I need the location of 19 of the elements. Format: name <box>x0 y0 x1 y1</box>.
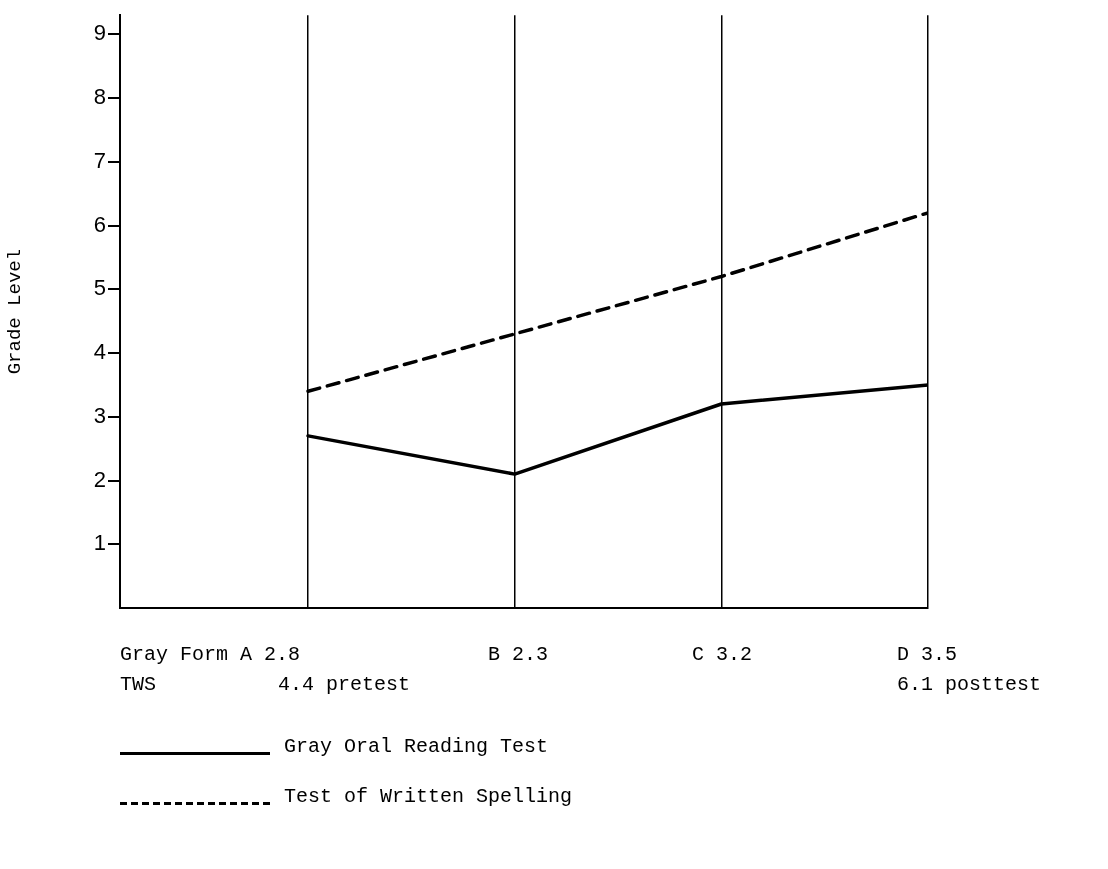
text: Gray Form A 2.8 <box>120 643 301 666</box>
legend-label: Gray Oral Reading Test <box>284 735 549 758</box>
y-tick-label: 7 <box>93 147 106 173</box>
text: B 2.3 <box>488 643 549 666</box>
y-tick-label: 9 <box>93 20 106 46</box>
text: 6.1 posttest <box>897 673 1042 696</box>
y-tick-label: 1 <box>93 530 106 556</box>
legend-label: Test of Written Spelling <box>284 785 573 808</box>
text: 4.4 pretest <box>278 673 411 696</box>
y-axis-title: Grade Level <box>4 248 27 375</box>
y-tick-label: 4 <box>93 339 106 365</box>
text: D 3.5 <box>897 643 958 666</box>
y-tick-label: 2 <box>93 466 106 492</box>
y-tick-label: 6 <box>93 211 106 237</box>
y-tick-label: 3 <box>93 402 106 428</box>
text: C 3.2 <box>692 643 753 666</box>
text: TWS <box>120 673 157 696</box>
y-tick-label: 8 <box>93 84 106 110</box>
y-tick-label: 5 <box>93 275 106 301</box>
